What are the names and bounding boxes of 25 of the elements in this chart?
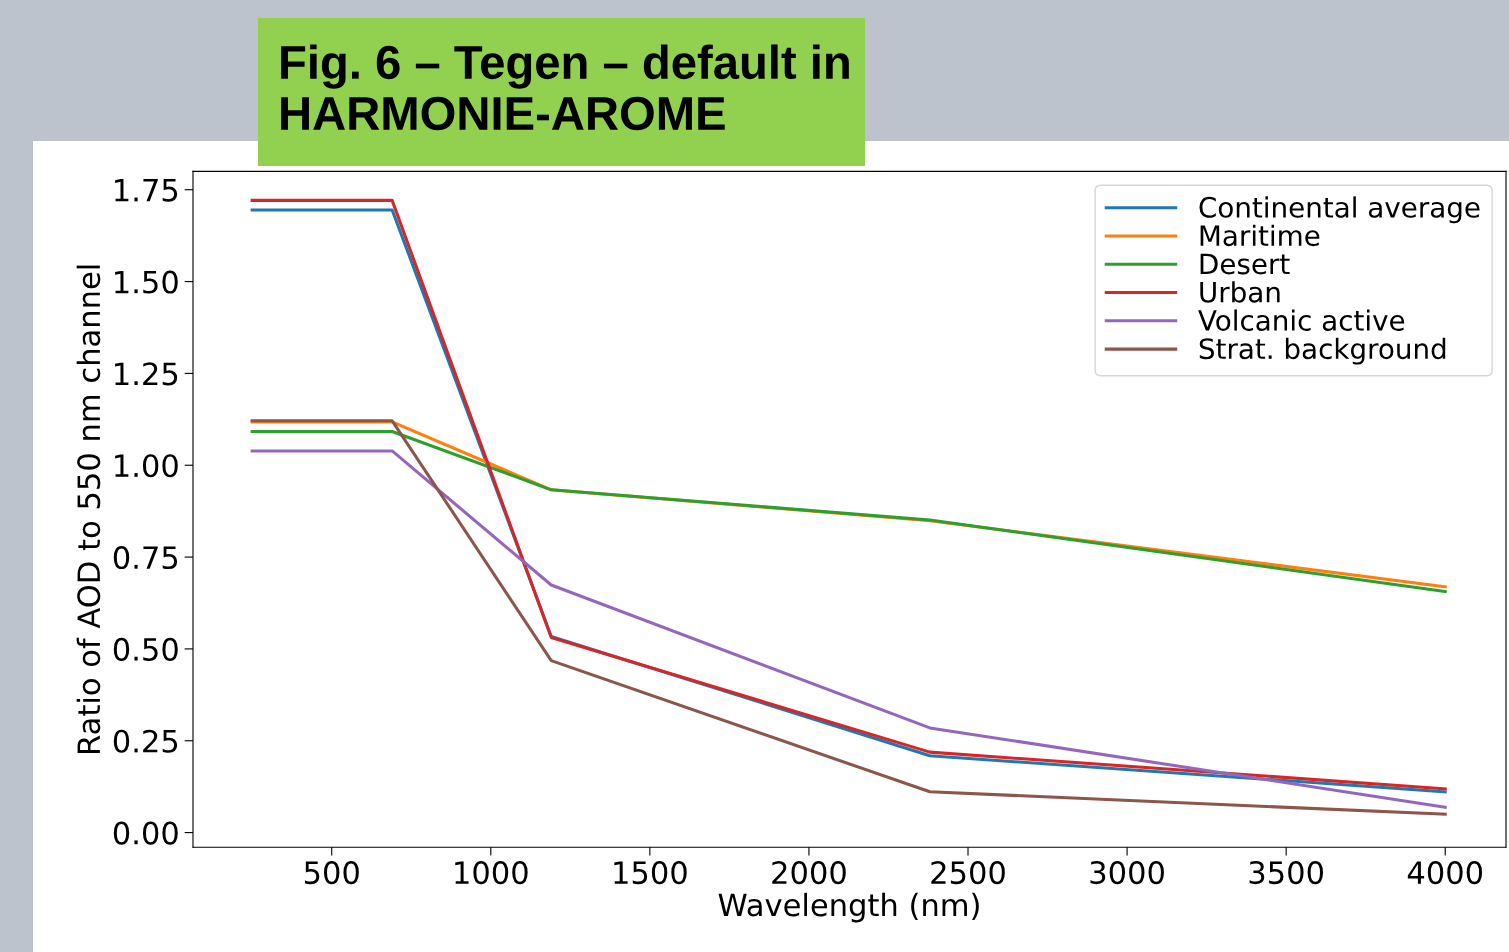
x-tick-label: 2000 xyxy=(772,861,846,885)
x-tick-label: 2500 xyxy=(931,861,1005,885)
y-tick-label: 1.25 xyxy=(115,362,178,386)
x-tick-label: 3500 xyxy=(1249,861,1324,885)
legend-label: Maritime xyxy=(1200,224,1320,247)
x-tick-label: 1500 xyxy=(614,861,687,885)
legend-label: Volcanic active xyxy=(1198,309,1405,331)
y-tick-label: 1.00 xyxy=(115,454,178,478)
legend-label: Desert xyxy=(1200,253,1290,275)
x-tick-label: 4000 xyxy=(1407,861,1483,885)
x-tick-label: 1000 xyxy=(455,861,528,885)
y-tick-label: 0.25 xyxy=(113,729,178,753)
legend-label: Urban xyxy=(1200,281,1280,303)
x-axis-title: Wavelength (nm) xyxy=(718,892,979,923)
chart-title: Fig. 6 – Tegen – default in HARMONIE-AROME xyxy=(281,44,849,131)
y-tick-label: 0.00 xyxy=(113,821,178,845)
legend-label: Continental average xyxy=(1199,196,1480,224)
y-tick-label: 0.50 xyxy=(113,637,178,661)
y-tick-label: 0.75 xyxy=(113,546,178,570)
legend-label: Strat. background xyxy=(1199,337,1446,365)
x-tick-label: 500 xyxy=(304,861,359,885)
y-tick-label: 1.50 xyxy=(115,270,178,294)
y-tick-label: 1.75 xyxy=(115,179,178,202)
x-tick-label: 3000 xyxy=(1090,861,1164,885)
y-axis-title: Ratio of AOD to 550 nm channel xyxy=(76,265,101,753)
